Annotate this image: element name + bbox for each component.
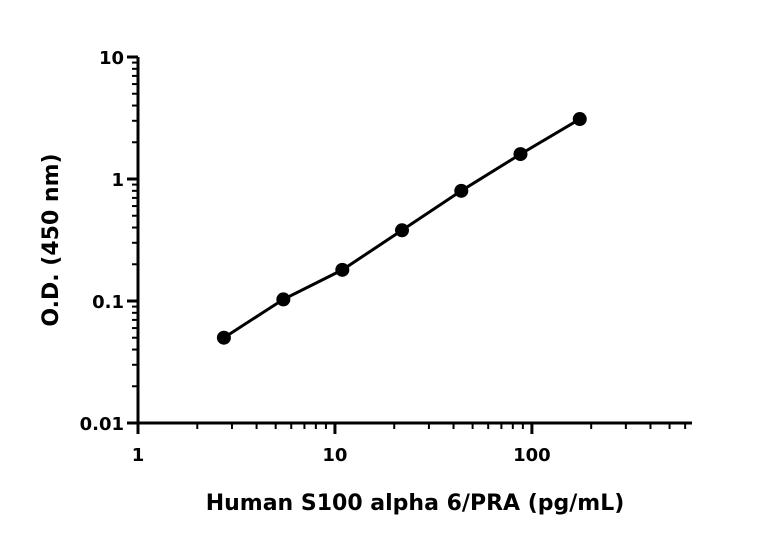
y-axis-title: O.D. (450 nm)	[39, 153, 64, 326]
y-axis-ticks: 0.01 0.1 1 10	[80, 48, 138, 435]
data-point	[454, 183, 469, 198]
x-axis-title: Human S100 alpha 6/PRA (pg/mL)	[206, 491, 625, 516]
plot-area	[216, 112, 587, 345]
x-tick-label: 100	[513, 445, 551, 466]
x-axis-ticks: 1 10 100	[132, 423, 687, 466]
data-point	[572, 112, 587, 127]
y-tick-label: 1	[111, 170, 124, 191]
data-point	[513, 147, 528, 162]
y-tick-label: 0.1	[92, 292, 124, 313]
y-tick-label: 0.01	[80, 414, 124, 435]
data-point	[276, 292, 291, 307]
y-tick-label: 10	[99, 48, 124, 69]
x-tick-label: 10	[322, 445, 347, 466]
data-point	[394, 223, 409, 238]
data-point	[335, 262, 350, 277]
x-tick-label: 1	[132, 445, 145, 466]
data-point	[216, 330, 231, 345]
axes	[136, 57, 692, 425]
